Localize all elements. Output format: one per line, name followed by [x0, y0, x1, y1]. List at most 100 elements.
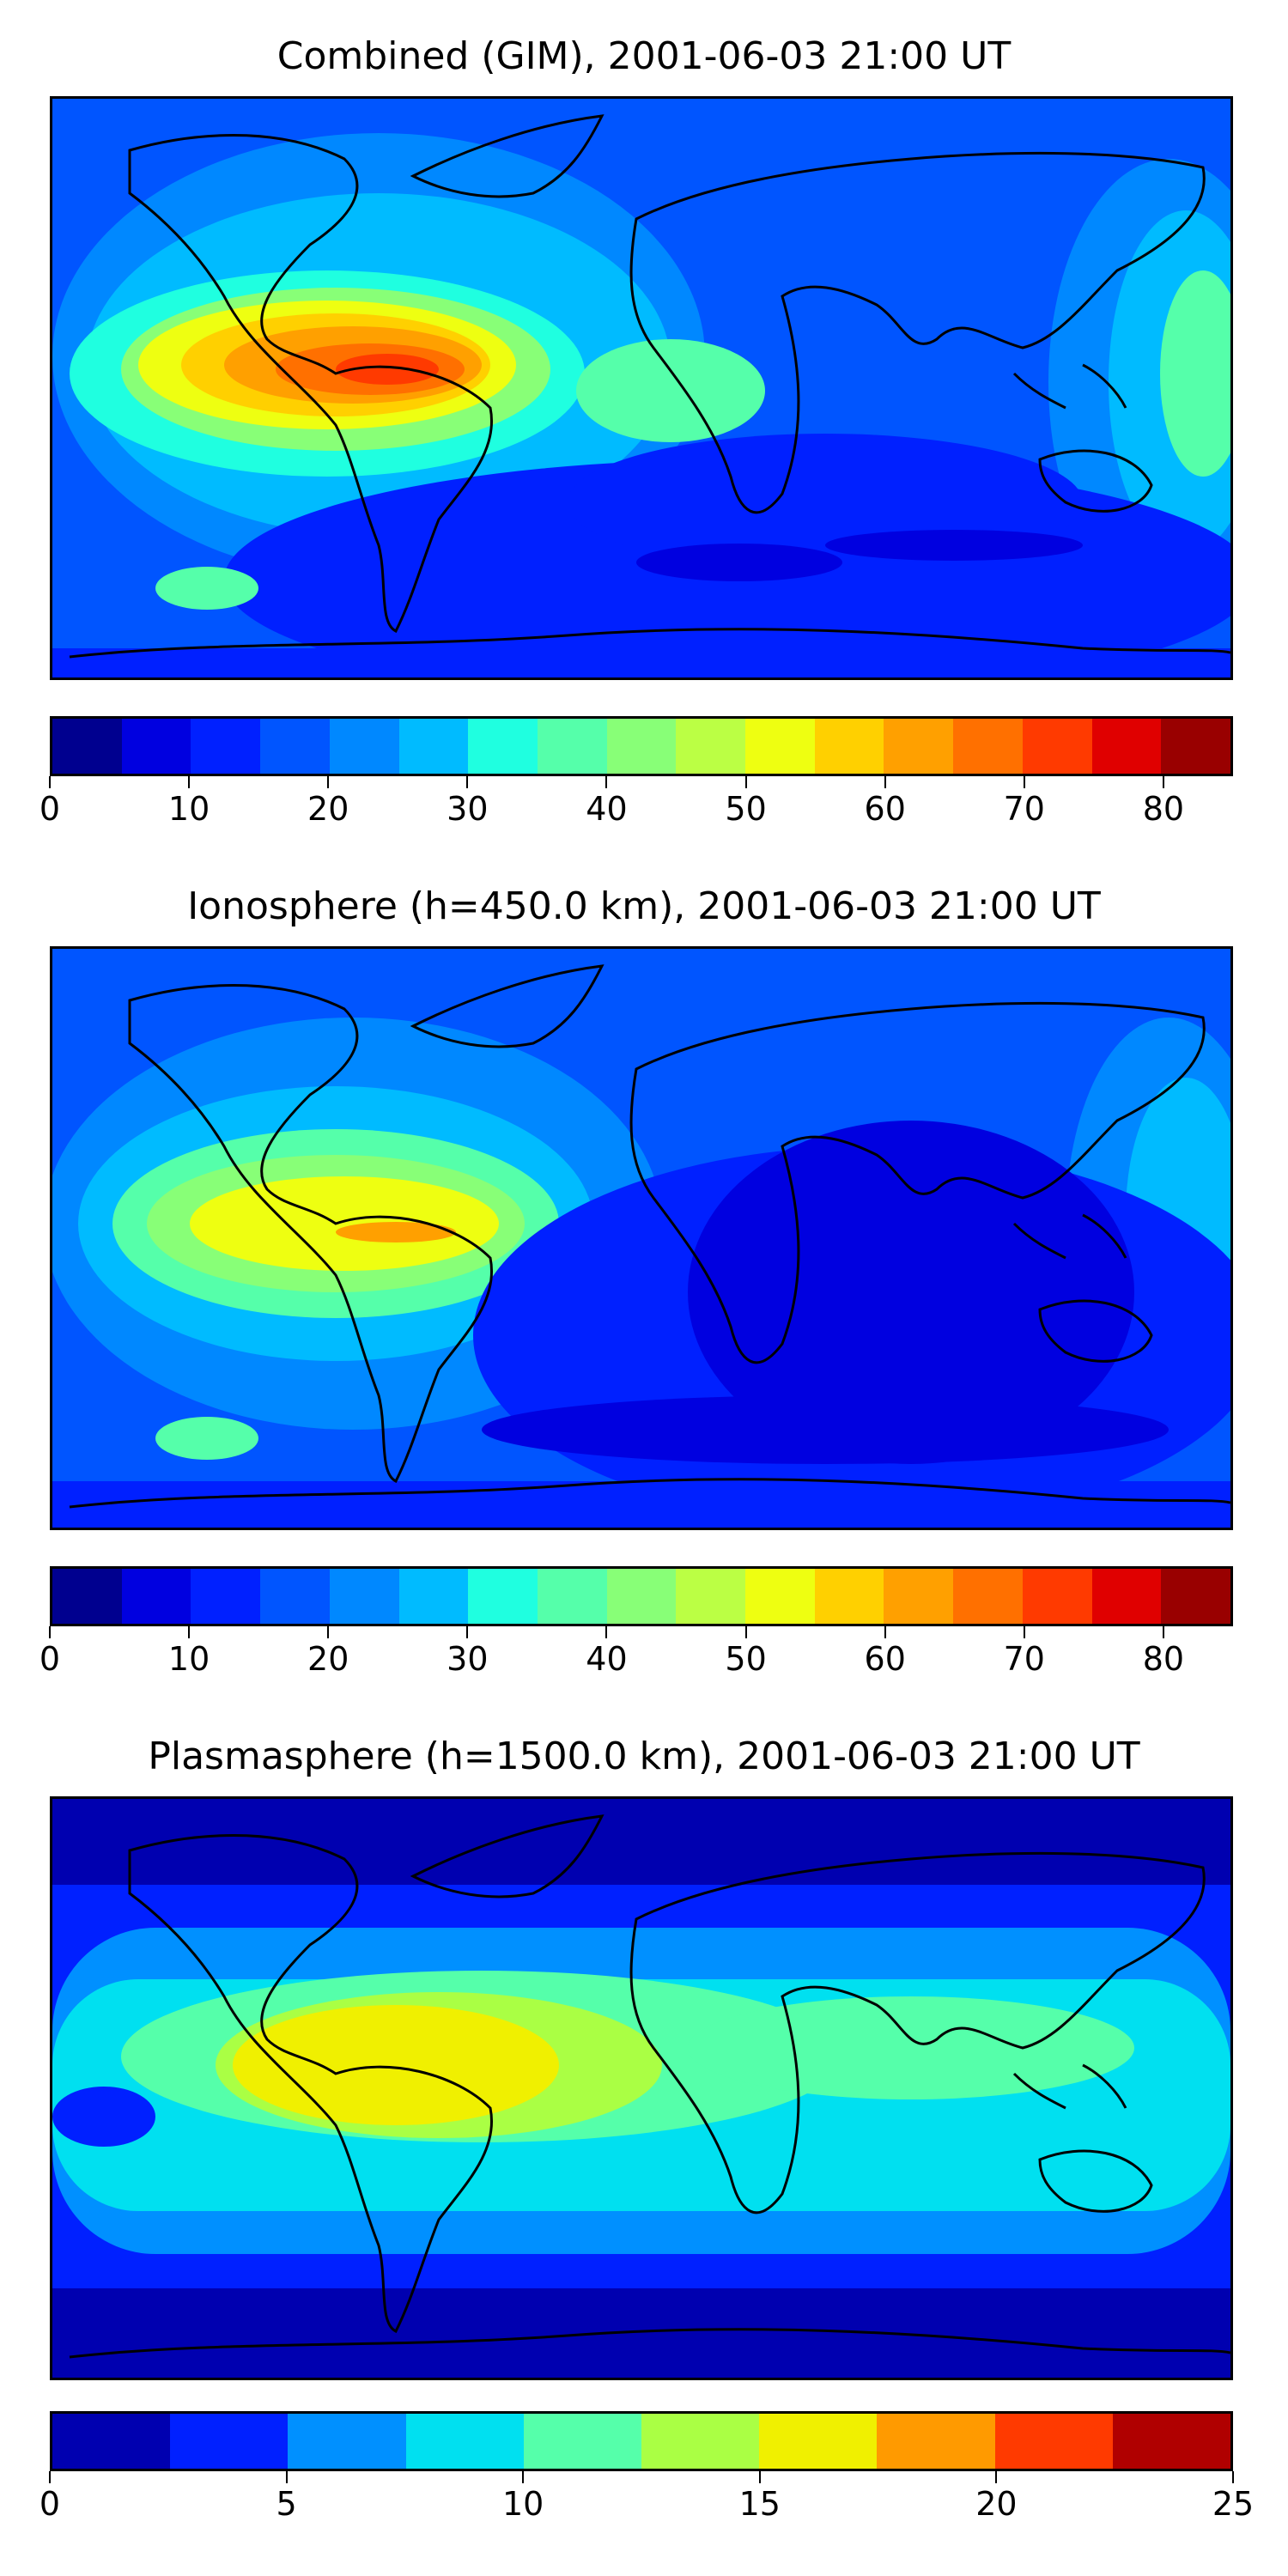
colorbar-tick-label: 15 [738, 2485, 781, 2523]
colorbar-tick-label: 40 [586, 1640, 628, 1678]
colorbar-segment [398, 719, 469, 774]
colorbar-tick-mark [605, 776, 608, 788]
map-combined-gim [50, 96, 1233, 680]
colorbar-segment [745, 719, 815, 774]
colorbar-tick-label: 60 [864, 790, 906, 828]
colorbar-tick-label: 0 [39, 1640, 61, 1678]
colorbar-segment [606, 719, 677, 774]
colorbar-tick-mark [327, 1626, 330, 1638]
colorbar-tick-label: 10 [167, 1640, 210, 1678]
colorbar-segment [329, 1569, 399, 1624]
colorbar-tick-mark [49, 1626, 51, 1638]
colorbar-tick-mark [884, 776, 886, 788]
map-ionosphere [50, 946, 1233, 1530]
panel-3-title: Plasmasphere (h=1500.0 km), 2001-06-03 2… [148, 1735, 1140, 1778]
colorbar-tick-mark [285, 2471, 288, 2483]
colorbar-segment [329, 719, 399, 774]
colorbar-segment [468, 719, 538, 774]
colorbar-segment [884, 1569, 954, 1624]
colorbar-segment [537, 719, 607, 774]
colorbar-tick-mark [49, 2471, 51, 2483]
colorbar-segment [398, 1569, 469, 1624]
colorbar-tick-label: 80 [1142, 1640, 1185, 1678]
colorbar-tick-mark [744, 776, 747, 788]
colorbar-tick-mark [1023, 776, 1025, 788]
colorbar-tick-mark [884, 1626, 886, 1638]
colorbar-tick-mark [744, 1626, 747, 1638]
panel-1-title: Combined (GIM), 2001-06-03 21:00 UT [276, 34, 1012, 78]
colorbar-tick-label: 30 [447, 1640, 489, 1678]
colorbar-tick-mark [188, 1626, 191, 1638]
colorbar-segment [814, 719, 884, 774]
colorbar-tick-mark [1162, 776, 1164, 788]
colorbar-tick-label: 25 [1212, 2485, 1255, 2523]
colorbar-tick-label: 70 [1003, 1640, 1045, 1678]
colorbar-segment [52, 1569, 122, 1624]
colorbar-segment [953, 719, 1023, 774]
colorbar-tick-mark [605, 1626, 608, 1638]
colorbar-segment [877, 2414, 995, 2469]
colorbar-segment [1022, 1569, 1092, 1624]
colorbar-segment [288, 2414, 406, 2469]
colorbar-segment [953, 1569, 1023, 1624]
colorbar-segment [537, 1569, 607, 1624]
colorbar-tick-label: 5 [276, 2485, 297, 2523]
colorbar-segment [814, 1569, 884, 1624]
colorbar-tick-mark [758, 2471, 761, 2483]
colorbar-segment [745, 1569, 815, 1624]
colorbar-segment [170, 2414, 289, 2469]
colorbar-segment [994, 2414, 1113, 2469]
colorbar-ticks-ionosphere: 0 10 20 30 40 50 60 70 80 [0, 1626, 1288, 1678]
colorbar-segment [1161, 719, 1230, 774]
colorbar-segment [121, 719, 191, 774]
colorbar-segment [191, 719, 261, 774]
colorbar-segment [52, 2414, 171, 2469]
colorbar-segment [260, 719, 330, 774]
colorbar-combined [50, 716, 1233, 776]
colorbar-tick-label: 20 [307, 790, 349, 828]
colorbar-tick-mark [522, 2471, 525, 2483]
colorbar-tick-label: 0 [39, 2485, 61, 2523]
colorbar-tick-label: 0 [39, 790, 61, 828]
colorbar-segment [676, 1569, 746, 1624]
colorbar-tick-mark [466, 776, 469, 788]
colorbar-segment [121, 1569, 191, 1624]
colorbar-plasmasphere [50, 2411, 1233, 2471]
colorbar-tick-mark [1023, 1626, 1025, 1638]
colorbar-segment [1112, 2414, 1230, 2469]
colorbar-segment [260, 1569, 330, 1624]
colorbar-segment [641, 2414, 760, 2469]
colorbar-tick-mark [995, 2471, 998, 2483]
colorbar-segment [52, 719, 122, 774]
colorbar-tick-mark [327, 776, 330, 788]
colorbar-tick-label: 30 [447, 790, 489, 828]
colorbar-tick-label: 10 [502, 2485, 544, 2523]
colorbar-tick-label: 60 [864, 1640, 906, 1678]
colorbar-tick-label: 20 [307, 1640, 349, 1678]
colorbar-ticks-combined: 0 10 20 30 40 50 60 70 80 [0, 776, 1288, 828]
colorbar-tick-label: 40 [586, 790, 628, 828]
colorbar-tick-mark [466, 1626, 469, 1638]
colorbar-segment [405, 2414, 524, 2469]
colorbar-tick-mark [1232, 2471, 1234, 2483]
colorbar-tick-label: 50 [725, 790, 767, 828]
colorbar-tick-label: 10 [167, 790, 210, 828]
colorbar-tick-label: 50 [725, 1640, 767, 1678]
colorbar-segment [468, 1569, 538, 1624]
colorbar-tick-label: 70 [1003, 790, 1045, 828]
colorbar-segment [1091, 1569, 1162, 1624]
colorbar-ionosphere [50, 1566, 1233, 1626]
colorbar-tick-mark [49, 776, 51, 788]
colorbar-segment [1161, 1569, 1230, 1624]
colorbar-segment [676, 719, 746, 774]
colorbar-segment [523, 2414, 642, 2469]
colorbar-segment [884, 719, 954, 774]
colorbar-ticks-plasmasphere: 0 5 10 15 20 25 [0, 2471, 1288, 2523]
map-plasmasphere [50, 1796, 1233, 2380]
colorbar-tick-mark [1162, 1626, 1164, 1638]
colorbar-segment [1022, 719, 1092, 774]
panel-2-title: Ionosphere (h=450.0 km), 2001-06-03 21:0… [187, 884, 1101, 928]
colorbar-segment [606, 1569, 677, 1624]
colorbar-tick-label: 80 [1142, 790, 1185, 828]
colorbar-segment [191, 1569, 261, 1624]
